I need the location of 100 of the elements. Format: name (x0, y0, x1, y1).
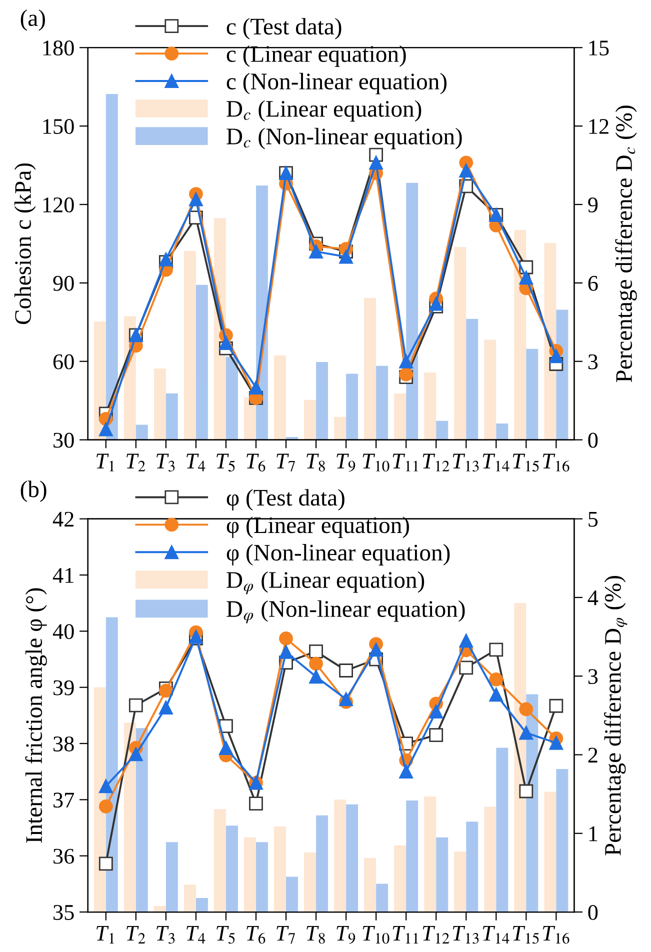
bar (286, 876, 298, 912)
x-tick-label: T$_{3}$ (156, 454, 175, 472)
point (399, 368, 414, 382)
y2-tick-label: 6 (588, 276, 598, 291)
bar (376, 366, 388, 440)
x-tick-label: T$_{2}$ (126, 454, 146, 472)
x-tick-label: T$_{7}$ (276, 454, 295, 472)
legend-label: D$_{φ}$ (Non-linear equation) (226, 600, 465, 624)
y-tick-label: 150 (43, 118, 74, 134)
legend-label: c (Linear equation) (226, 45, 406, 67)
bar (406, 800, 418, 912)
point (519, 726, 534, 740)
bar (256, 842, 268, 912)
y-tick-label: 38 (54, 736, 74, 752)
bar (226, 826, 238, 912)
bar (394, 845, 406, 912)
bar (364, 858, 376, 912)
x-tick-label: T$_{8}$ (306, 926, 325, 944)
bar (274, 355, 286, 440)
bar (424, 372, 436, 440)
bar (136, 728, 148, 912)
point (128, 747, 143, 762)
point (158, 684, 173, 698)
bar (196, 898, 208, 912)
x-tick-label: T$_{5}$ (216, 454, 235, 472)
point (429, 296, 444, 311)
bar (166, 393, 178, 440)
bar (196, 284, 208, 440)
bar (466, 318, 478, 440)
bar (184, 250, 196, 440)
bar (316, 362, 328, 440)
point (309, 670, 323, 684)
legend-label: φ (Test data) (226, 489, 344, 511)
bar (424, 796, 436, 912)
point (219, 741, 233, 755)
point (279, 632, 293, 646)
bar (154, 368, 166, 440)
point (158, 700, 173, 715)
legend-label: D$_{c}$ (Non-linear equation) (226, 128, 462, 150)
point (309, 656, 323, 671)
y2-tick-label: 0 (588, 432, 598, 448)
bar (526, 348, 538, 440)
point (339, 692, 353, 706)
y2-axis-title: Percentage difference D$_{c}$ (%) (615, 106, 637, 382)
bar (466, 822, 478, 912)
text: (b) (20, 480, 46, 502)
point (489, 642, 504, 657)
point (459, 634, 474, 648)
bar (136, 424, 148, 440)
y-tick-label: 30 (54, 432, 74, 448)
point (249, 380, 263, 394)
bar (394, 393, 406, 440)
x-tick-label: T$_{11}$ (392, 454, 418, 472)
bar (106, 94, 118, 440)
bar (226, 356, 238, 440)
point (489, 688, 504, 702)
y2-tick-label: 3 (588, 669, 598, 684)
x-tick-label: T$_{11}$ (392, 926, 418, 944)
bar (454, 246, 466, 440)
y2-tick-label: 1 (589, 826, 598, 842)
bar (376, 884, 388, 912)
bar (364, 298, 376, 440)
x-tick-label: T$_{9}$ (336, 454, 356, 472)
bar (124, 722, 136, 912)
y2-tick-label: 12 (589, 119, 608, 134)
point (98, 422, 113, 436)
bar (94, 687, 106, 912)
legend-label: φ (Non-linear equation) (226, 544, 450, 566)
x-tick-label: T$_{10}$ (362, 926, 390, 944)
bar (304, 400, 316, 440)
point (459, 660, 474, 675)
bar (544, 792, 556, 912)
bar (484, 340, 496, 440)
y-tick-label: 41 (52, 568, 74, 583)
x-tick-label: T$_{7}$ (276, 926, 295, 944)
point (309, 244, 323, 258)
x-tick-label: T$_{15}$ (512, 926, 539, 944)
point (98, 799, 113, 814)
bar (556, 768, 568, 912)
x-tick-label: T$_{12}$ (422, 454, 450, 472)
legend-label: φ (Linear equation) (226, 516, 409, 538)
bar (346, 374, 358, 440)
point (158, 252, 173, 266)
x-tick-label: T$_{1}$ (96, 454, 114, 472)
y2-tick-label: 15 (589, 40, 609, 56)
y2-tick-label: 4 (588, 590, 598, 606)
x-tick-label: T$_{16}$ (542, 454, 570, 472)
x-tick-label: T$_{3}$ (156, 926, 175, 944)
y-tick-label: 90 (53, 276, 74, 291)
y2-tick-label: 0 (588, 904, 598, 920)
legend-label: D$_{c}$ (Linear equation) (226, 100, 422, 122)
point (489, 672, 504, 686)
legend-label: c (Non-linear equation) (226, 72, 447, 94)
y2-tick-label: 2 (588, 748, 598, 762)
bar (154, 906, 166, 912)
x-tick-label: T$_{6}$ (246, 454, 266, 472)
x-tick-label: T$_{6}$ (246, 926, 266, 944)
point (549, 736, 564, 750)
y-tick-label: 40 (52, 624, 74, 640)
y-tick-label: 37 (54, 792, 74, 808)
